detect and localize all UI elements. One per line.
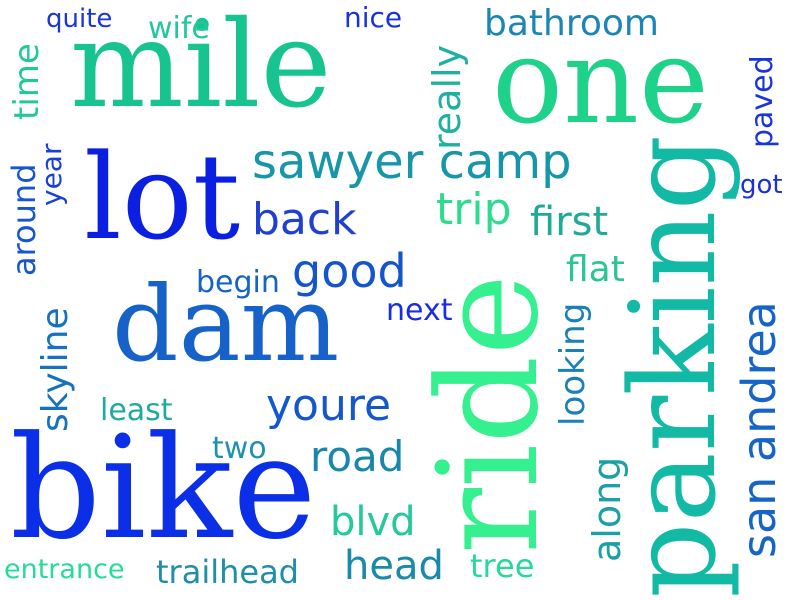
word-next: next xyxy=(386,293,453,328)
word-dam: dam xyxy=(112,263,340,385)
word-paved: paved xyxy=(745,55,780,148)
word-mile: mile xyxy=(70,0,332,135)
word-trip: trip xyxy=(436,184,512,235)
word-time: time xyxy=(7,43,47,120)
word-road: road xyxy=(310,432,405,481)
word-quite: quite xyxy=(46,4,113,34)
word-looking: looking xyxy=(553,302,593,426)
word-sawyer-camp: sawyer camp xyxy=(252,134,572,190)
word-really: really xyxy=(425,44,469,150)
word-flat: flat xyxy=(566,249,625,290)
word-trailhead: trailhead xyxy=(156,553,299,591)
word-nice: nice xyxy=(344,1,403,34)
word-back: back xyxy=(252,194,357,245)
word-two: two xyxy=(212,431,267,466)
word-wife: wife xyxy=(148,11,210,46)
word-got: got xyxy=(740,170,783,200)
word-bike: bike xyxy=(10,406,317,571)
word-youre: youre xyxy=(266,380,392,431)
word-entrance: entrance xyxy=(4,554,125,585)
word-ride: ride xyxy=(408,273,569,554)
word-first: first xyxy=(530,199,609,245)
word-head: head xyxy=(344,543,444,589)
word-year: year xyxy=(35,143,68,206)
word-begin: begin xyxy=(196,265,280,300)
word-san-andrea: san andrea xyxy=(732,301,786,558)
word-blvd: blvd xyxy=(330,499,416,545)
word-least: least xyxy=(100,393,173,428)
word-parking: parking xyxy=(604,134,742,598)
word-skyline: skyline xyxy=(35,307,76,432)
word-good: good xyxy=(292,244,407,298)
word-one: one xyxy=(492,12,709,150)
word-along: along xyxy=(585,456,629,562)
word-bathroom: bathroom xyxy=(484,3,659,44)
word-tree: tree xyxy=(470,547,535,585)
word-lot: lot xyxy=(84,128,241,266)
